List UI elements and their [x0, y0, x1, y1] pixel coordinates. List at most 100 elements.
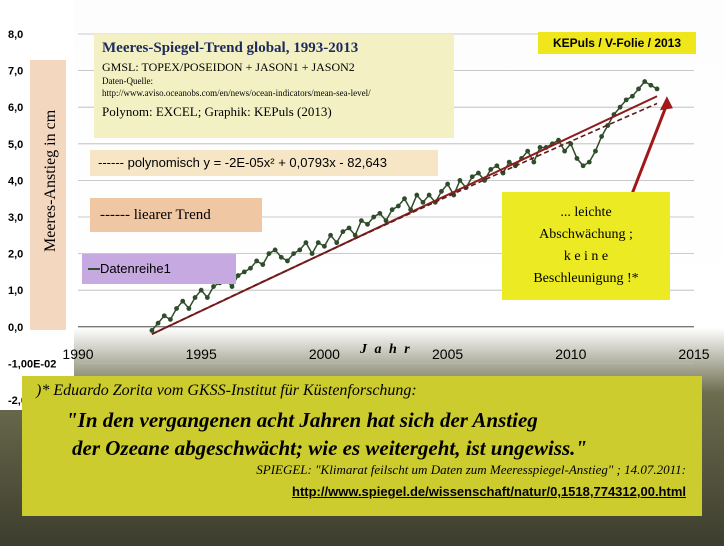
- data-point: [241, 269, 247, 275]
- data-point: [636, 86, 641, 92]
- data-point: [297, 247, 303, 253]
- source-label: Daten-Quelle:: [102, 76, 153, 86]
- data-point: [623, 97, 629, 103]
- y-tick-label: 7,0: [8, 66, 23, 78]
- annotation-box: ... leichte Abschwächung ; k e i n e Bes…: [502, 192, 670, 300]
- y-tick-label: 1,0: [8, 285, 23, 297]
- annotation-line-3: k e i n e: [563, 249, 609, 264]
- quote-intro: )* Eduardo Zorita vom GKSS-Institut für …: [36, 382, 417, 399]
- data-point: [365, 221, 370, 227]
- corner-label: KEPuls / V-Folie / 2013: [538, 32, 696, 54]
- data-point: [186, 306, 192, 311]
- data-point: [260, 262, 266, 267]
- data-point: [377, 210, 383, 216]
- data-point: [630, 93, 635, 99]
- data-point: [149, 328, 155, 333]
- y-tick-label: 4,0: [8, 175, 23, 187]
- y-tick-label: 5,0: [8, 139, 23, 151]
- data-point: [180, 298, 186, 304]
- legend-marker-icon: [88, 268, 100, 270]
- data-point: [537, 145, 543, 150]
- data-point: [328, 232, 333, 238]
- data-point: [371, 214, 377, 220]
- y-axis-label-background: [30, 60, 66, 330]
- data-point: [488, 167, 494, 172]
- quote-line-1: "In den vergangenen acht Jahren hat sich…: [66, 408, 538, 432]
- annotation-line-2: Abschwächung ;: [539, 227, 633, 242]
- data-point: [445, 181, 450, 187]
- data-point: [420, 199, 426, 205]
- data-point: [599, 134, 604, 139]
- data-point: [155, 320, 161, 326]
- data-point: [654, 86, 660, 92]
- data-point: [161, 313, 167, 319]
- data-point: [315, 240, 321, 246]
- data-point: [531, 159, 537, 165]
- data-point: [198, 287, 204, 293]
- data-point: [340, 229, 346, 235]
- data-point: [352, 232, 358, 238]
- spiegel-citation: SPIEGEL: "Klimarat feilscht um Daten zum…: [256, 462, 686, 477]
- polynomial-label: ------ polynomisch y = -2E-05x² + 0,0793…: [90, 150, 438, 176]
- data-point: [389, 207, 395, 213]
- data-point: [229, 284, 235, 289]
- y-tick-label: -1,00E-02: [8, 358, 56, 370]
- data-point: [358, 218, 364, 224]
- data-point: [395, 203, 401, 209]
- data-point: [334, 240, 340, 246]
- data-point: [266, 251, 272, 256]
- legend: Datenreihe1: [82, 254, 236, 284]
- data-point: [562, 148, 568, 154]
- x-tick-label: 1990: [62, 346, 93, 362]
- data-point: [322, 243, 327, 249]
- data-point: [506, 159, 512, 165]
- data-point: [476, 170, 481, 176]
- data-point: [617, 104, 623, 110]
- data-point: [574, 156, 580, 161]
- data-point: [303, 240, 309, 246]
- x-axis-label: J a h r: [360, 342, 412, 357]
- data-point: [605, 123, 611, 128]
- annotation-line-4: Beschleunigung !*: [533, 271, 639, 286]
- data-point: [285, 258, 290, 264]
- data-point: [648, 82, 654, 88]
- data-point: [254, 258, 260, 264]
- annotation-arrow: [630, 103, 669, 195]
- y-tick-label: 8,0: [8, 29, 23, 41]
- x-tick-label: 2015: [678, 346, 709, 362]
- legend-label: Datenreihe1: [100, 261, 171, 276]
- data-point: [204, 295, 210, 300]
- y-tick-label: 0,0: [8, 322, 23, 334]
- linear-trend-label: ------ liearer Trend: [90, 198, 262, 232]
- data-point: [211, 284, 216, 289]
- data-point: [174, 306, 179, 311]
- data-point: [525, 148, 531, 154]
- y-tick-label: 6,0: [8, 102, 23, 114]
- data-point: [586, 159, 592, 165]
- y-tick-label: 2,0: [8, 249, 23, 261]
- data-point: [426, 192, 432, 198]
- data-point: [309, 251, 315, 256]
- y-axis-label: Meeres-Anstieg in cm: [42, 109, 59, 252]
- data-point: [593, 148, 598, 154]
- y-tick-label: 3,0: [8, 212, 23, 224]
- quote-line-2: der Ozeane abgeschwächt; wie es weiterge…: [72, 436, 588, 460]
- data-point: [580, 163, 586, 169]
- chart-title: Meeres-Spiegel-Trend global, 1993-2013: [102, 40, 359, 56]
- data-point: [402, 196, 407, 202]
- linear-trend-line: [151, 95, 658, 336]
- quote-box: )* Eduardo Zorita vom GKSS-Institut für …: [22, 376, 702, 516]
- data-point: [414, 192, 420, 198]
- data-point: [272, 247, 278, 253]
- data-point: [192, 295, 198, 300]
- x-tick-label: 2000: [309, 346, 340, 362]
- data-point: [439, 188, 444, 194]
- x-tick-label: 2010: [555, 346, 586, 362]
- data-point: [469, 174, 475, 180]
- x-tick-label: 2005: [432, 346, 463, 362]
- spiegel-link[interactable]: http://www.spiegel.de/wissenschaft/natur…: [292, 484, 686, 499]
- info-box: Meeres-Spiegel-Trend global, 1993-2013 G…: [94, 34, 454, 138]
- method-line: Polynom: EXCEL; Graphik: KEPuls (2013): [102, 104, 332, 119]
- data-point: [642, 79, 648, 84]
